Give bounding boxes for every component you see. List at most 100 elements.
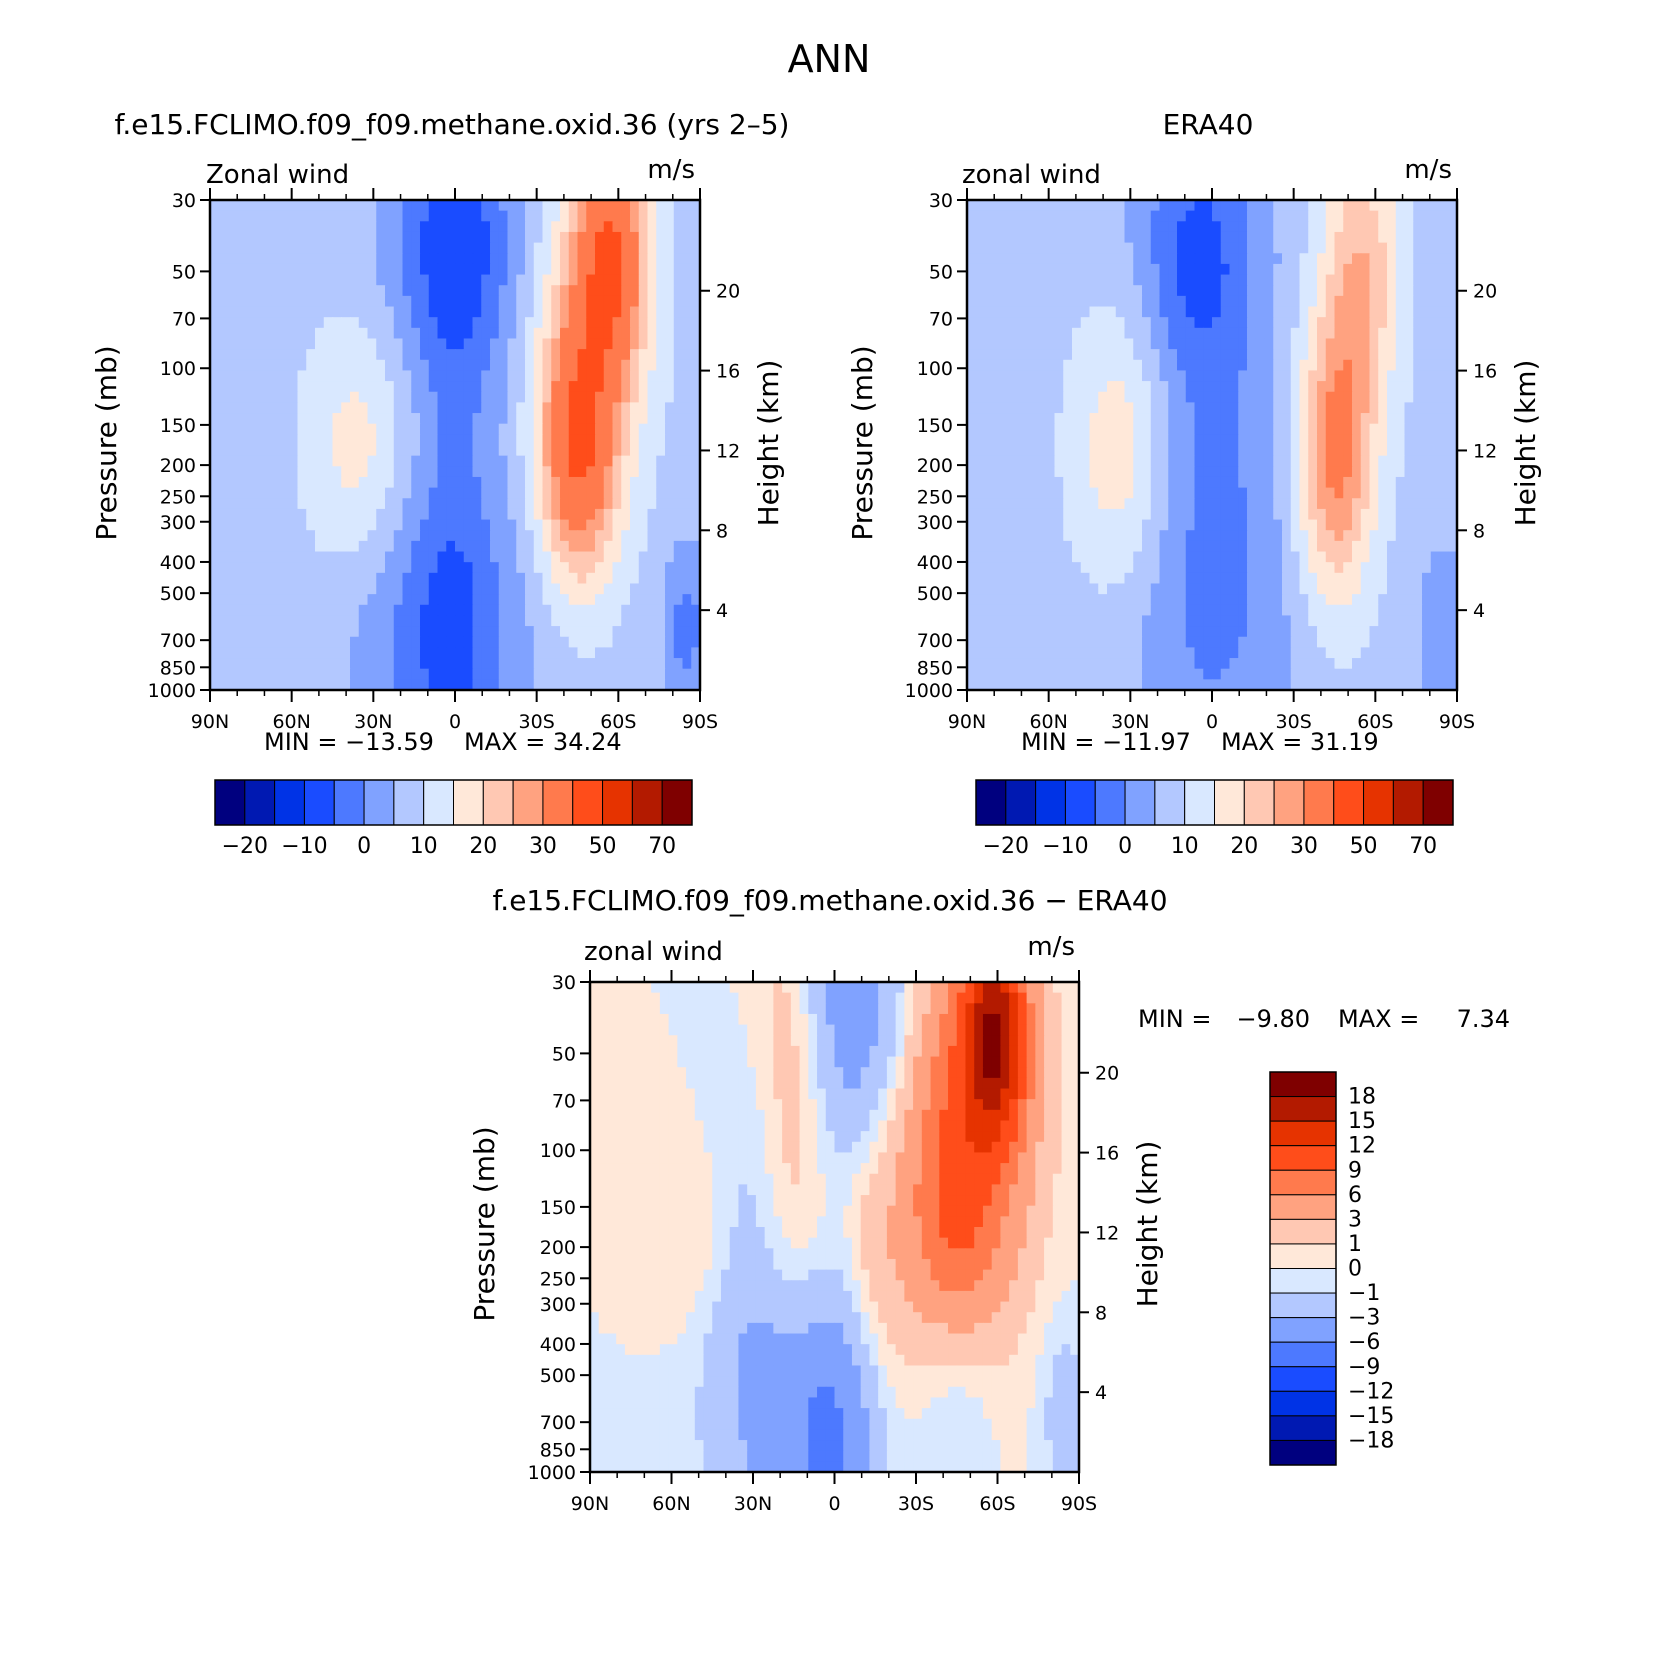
x-tick-label: 60S	[979, 1493, 1015, 1515]
y-tick-label: 200	[160, 455, 196, 477]
y-tick-label: 30	[552, 972, 576, 994]
contour-plot: 3050701001502002503004005007008501000481…	[905, 188, 1497, 733]
panel-title: f.e15.FCLIMO.f09_f09.methane.oxid.36 (yr…	[115, 108, 790, 141]
y-tick-label: 100	[160, 358, 196, 380]
y-tick-label: 70	[552, 1090, 576, 1112]
colorbar-box	[1269, 1145, 1337, 1171]
colorbar-box	[1124, 779, 1156, 826]
y-tick-label: 700	[160, 630, 196, 652]
x-tick-label: 30N	[734, 1493, 772, 1515]
x-tick-label: 60N	[272, 711, 310, 733]
colorbar-box	[244, 779, 276, 826]
colorbar-tick-label: −15	[1348, 1404, 1394, 1429]
contour-fill	[590, 982, 1080, 1473]
colorbar-tick-label: 15	[1348, 1109, 1376, 1134]
colorbar-box	[1392, 779, 1424, 826]
colorbar-box	[1269, 1366, 1337, 1392]
y-right-tick-label: 4	[1095, 1382, 1107, 1404]
y-tick-label: 850	[917, 657, 953, 679]
y-tick-label: 30	[172, 190, 196, 212]
colorbar-box	[1269, 1243, 1337, 1269]
colorbar-tick-label: 70	[1409, 834, 1437, 859]
colorbar-box	[1269, 1071, 1337, 1098]
y-tick-label: 70	[929, 308, 953, 330]
contour-fill	[967, 200, 1458, 691]
y-tick-label: 50	[172, 261, 196, 283]
colorbar-box	[1214, 779, 1245, 826]
y-tick-label: 200	[917, 455, 953, 477]
y-right-tick-label: 8	[716, 520, 728, 542]
colorbar-box	[1184, 779, 1215, 826]
y-right-axis-label: Height (km)	[1509, 360, 1542, 527]
units-label: m/s	[1027, 932, 1075, 962]
colorbar-tick-label: −9	[1348, 1355, 1380, 1380]
colorbar-tick-label: 12	[1348, 1134, 1376, 1159]
colorbar-tick-label: 50	[589, 834, 617, 859]
variable-label: Zonal wind	[206, 160, 349, 190]
colorbar-tick-label: −6	[1348, 1330, 1380, 1355]
colorbar-tick-label: −10	[281, 834, 327, 859]
x-tick-label: 90N	[948, 711, 986, 733]
colorbar-box	[303, 779, 335, 826]
y-tick-label: 50	[552, 1043, 576, 1065]
y-right-tick-label: 12	[716, 440, 740, 462]
colorbar-box	[423, 779, 454, 826]
colorbar-box	[512, 779, 544, 826]
y-tick-label: 50	[929, 261, 953, 283]
y-right-tick-label: 12	[1095, 1222, 1119, 1244]
y-tick-label: 500	[917, 583, 953, 605]
colorbar-box	[1269, 1096, 1337, 1122]
colorbar-box	[975, 779, 1007, 826]
contour-fill	[210, 200, 701, 691]
x-tick-label: 60S	[600, 711, 636, 733]
colorbar-box	[1422, 779, 1454, 826]
colorbar-box	[1005, 779, 1037, 826]
y-right-tick-label: 12	[1473, 440, 1497, 462]
x-tick-label: 90N	[191, 711, 229, 733]
colorbar-box	[1094, 779, 1126, 826]
colorbar-box	[1269, 1268, 1337, 1294]
x-tick-label: 90S	[682, 711, 718, 733]
x-tick-label: 30N	[354, 711, 392, 733]
y-tick-label: 250	[540, 1268, 576, 1290]
colorbar-box	[214, 779, 246, 826]
colorbar-box	[1269, 1439, 1337, 1466]
variable-label: zonal wind	[584, 937, 723, 967]
colorbar: −20 −10 0 10 20 30 50 70	[214, 779, 693, 859]
y-axis-label: Pressure (mb)	[90, 345, 123, 540]
panel-title: ERA40	[1163, 108, 1254, 141]
colorbar-tick-label: −3	[1348, 1306, 1380, 1331]
colorbar-box	[1269, 1169, 1337, 1196]
colorbar-box	[1243, 779, 1275, 826]
colorbar-box	[1269, 1218, 1337, 1245]
colorbar-box	[1363, 779, 1394, 826]
units-label: m/s	[1404, 155, 1452, 185]
units-label: m/s	[647, 155, 695, 185]
colorbar-tick-label: −12	[1348, 1379, 1394, 1404]
y-right-axis-label: Height (km)	[1131, 1141, 1164, 1308]
colorbar-tick-label: 20	[1230, 834, 1258, 859]
y-tick-label: 400	[540, 1334, 576, 1356]
colorbar-box	[1333, 779, 1365, 826]
panel-title: f.e15.FCLIMO.f09_f09.methane.oxid.36 − E…	[492, 884, 1167, 917]
x-tick-label: 0	[828, 1493, 840, 1515]
variable-label: zonal wind	[962, 160, 1101, 190]
panel-difference: f.e15.FCLIMO.f09_f09.methane.oxid.36 − E…	[468, 884, 1510, 1515]
y-tick-label: 850	[540, 1439, 576, 1461]
y-tick-label: 100	[540, 1140, 576, 1162]
colorbar-tick-label: −20	[983, 834, 1029, 859]
colorbar-box	[631, 779, 663, 826]
colorbar-tick-label: 9	[1348, 1158, 1362, 1183]
colorbar-tick-label: 1	[1348, 1232, 1362, 1257]
x-tick-label: 30S	[898, 1493, 934, 1515]
colorbar-box	[1035, 779, 1066, 826]
y-tick-label: 250	[160, 486, 196, 508]
x-tick-label: 60N	[652, 1493, 690, 1515]
colorbar-box	[363, 779, 395, 826]
colorbar-box	[1269, 1292, 1337, 1319]
y-right-tick-label: 16	[1473, 361, 1497, 383]
y-right-axis-label: Height (km)	[752, 360, 785, 527]
colorbar-box	[1269, 1120, 1337, 1147]
